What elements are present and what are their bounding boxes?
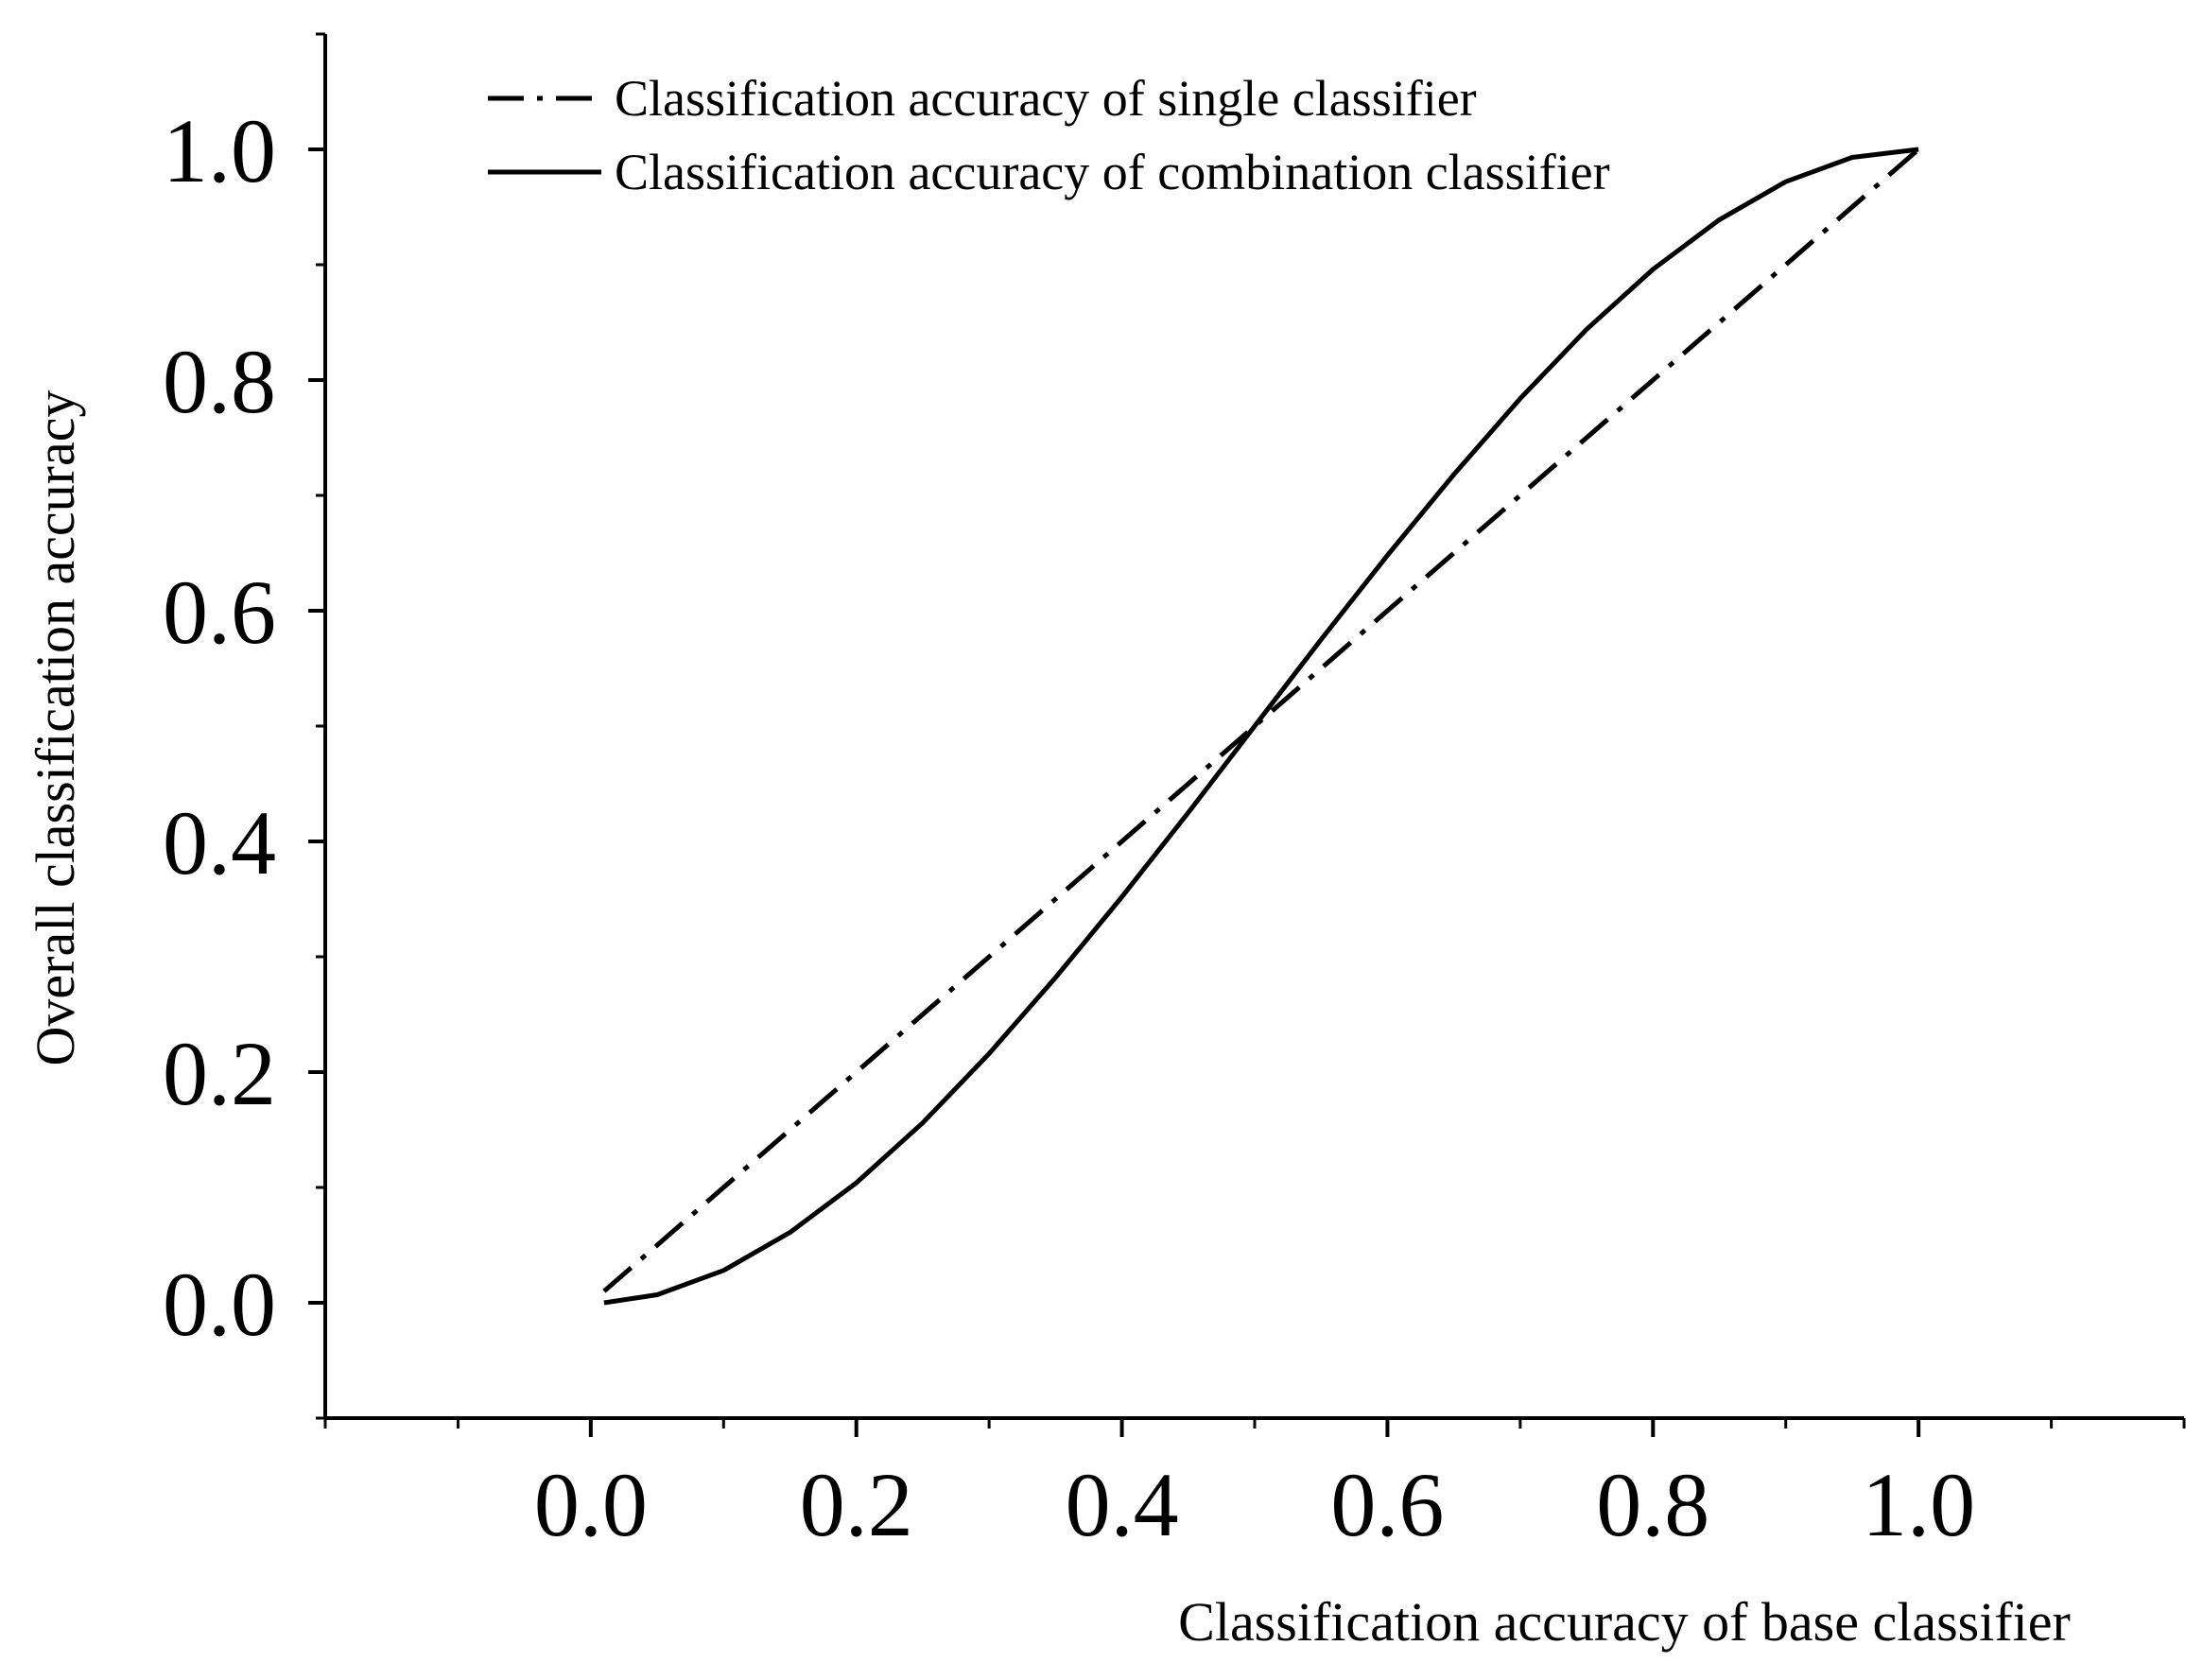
y-tick-label: 0.0 bbox=[163, 1254, 276, 1355]
axes: 0.0 0.2 0.4 0.6 0.8 1.0 0.0 0.2 0.4 0.6 0.8 1.0 bbox=[163, 32, 2186, 1555]
y-axis-title: Overall classification accuracy bbox=[25, 390, 86, 1066]
legend-entry-label: Classification accuracy of single classi… bbox=[615, 70, 1477, 127]
y-tick-label: 0.8 bbox=[163, 331, 276, 432]
x-tick-label: 0.8 bbox=[1596, 1454, 1709, 1555]
x-tick-label: 0.2 bbox=[800, 1454, 913, 1555]
x-tick-label: 0.0 bbox=[534, 1454, 648, 1555]
series-lines bbox=[602, 147, 1920, 1306]
x-tick-label: 0.6 bbox=[1330, 1454, 1444, 1555]
y-tick-label: 0.2 bbox=[163, 1023, 276, 1124]
x-axis-title: Classification accuracy of base classifi… bbox=[1178, 1591, 2071, 1653]
y-tick-label: 0.6 bbox=[163, 562, 276, 663]
legend-entry-label: Classification accuracy of combination c… bbox=[615, 144, 1610, 200]
y-tick-label: 0.4 bbox=[163, 792, 276, 893]
x-tick-label: 0.4 bbox=[1066, 1454, 1179, 1555]
series-line-combination-classifier bbox=[603, 147, 1919, 1306]
x-tick-label: 1.0 bbox=[1862, 1454, 1975, 1555]
y-tick-label: 1.0 bbox=[163, 100, 276, 201]
legend: Classification accuracy of single classi… bbox=[488, 70, 1610, 200]
